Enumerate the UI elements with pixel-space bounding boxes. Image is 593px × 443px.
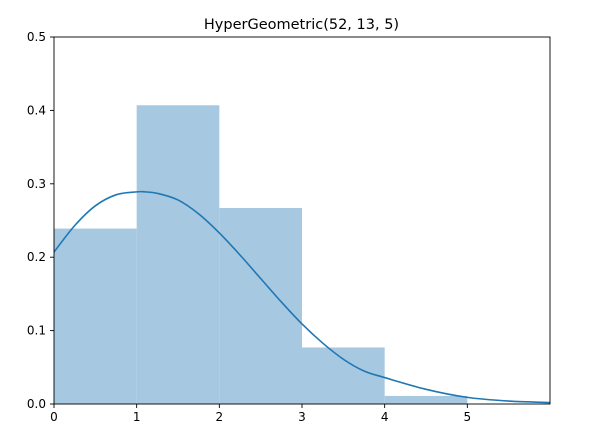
y-tick-label-2: 0.2 xyxy=(27,250,46,264)
histogram-bar-4 xyxy=(384,395,468,404)
x-tick-label-0: 0 xyxy=(50,410,58,424)
histogram-bar-1 xyxy=(136,105,220,405)
histogram-bars xyxy=(54,105,468,405)
histogram-bar-0 xyxy=(54,228,137,404)
density-curve-group xyxy=(54,190,550,404)
x-tick-label-4: 4 xyxy=(381,410,389,424)
x-axis-ticks: 0 1 2 3 4 5 xyxy=(50,404,471,424)
y-tick-label-1: 0.1 xyxy=(27,324,46,338)
x-tick-label-1: 1 xyxy=(133,410,141,424)
x-tick-label-2: 2 xyxy=(216,410,224,424)
y-tick-label-4: 0.4 xyxy=(27,103,46,117)
chart-title: HyperGeometric(52, 13, 5) xyxy=(204,17,399,33)
y-tick-label-0: 0.0 xyxy=(27,397,46,411)
x-tick-label-3: 3 xyxy=(298,410,306,424)
histogram-bar-3 xyxy=(302,347,385,404)
y-tick-label-5: 0.5 xyxy=(27,30,46,44)
x-tick-label-5: 5 xyxy=(464,410,472,424)
y-tick-label-3: 0.3 xyxy=(27,177,46,191)
histogram-bar-2 xyxy=(219,208,302,404)
y-axis-ticks: 0.0 0.1 0.2 0.3 0.4 0.5 xyxy=(27,30,54,411)
density-curve-line xyxy=(54,190,550,404)
